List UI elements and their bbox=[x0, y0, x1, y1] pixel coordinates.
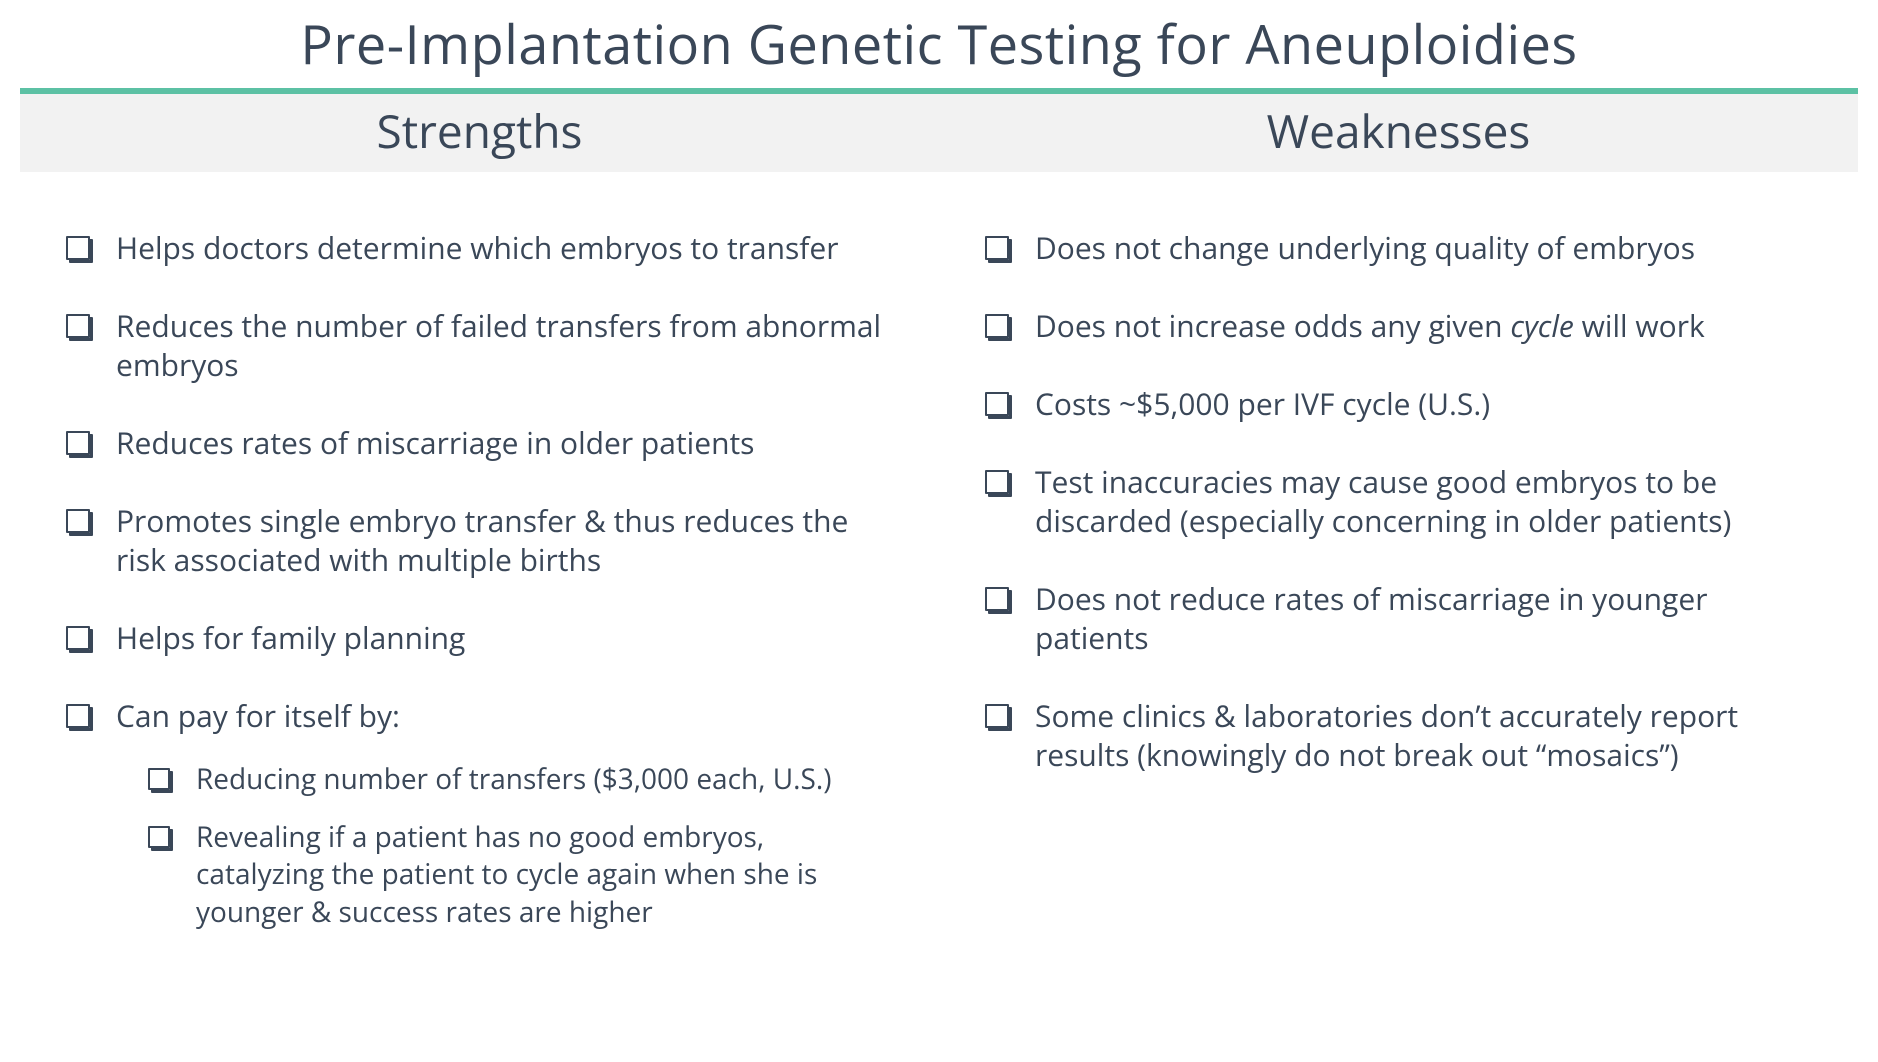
list-item: Helps for family planning bbox=[60, 618, 899, 657]
weaknesses-list: Does not change underlying quality of em… bbox=[979, 228, 1818, 774]
list-item: Can pay for itself by: Reducing number o… bbox=[60, 696, 899, 931]
weaknesses-column: Does not change underlying quality of em… bbox=[939, 228, 1858, 970]
columns-row: Helps doctors determine which embryos to… bbox=[20, 228, 1858, 970]
item-text: Reduces the number of failed transfers f… bbox=[116, 305, 881, 385]
item-text: Test inaccuracies may cause good embryos… bbox=[1035, 461, 1731, 541]
list-item: Reducing number of transfers ($3,000 eac… bbox=[146, 761, 899, 799]
item-text-ital: cycle bbox=[1510, 305, 1574, 346]
weaknesses-header: Weaknesses bbox=[939, 94, 1858, 172]
strengths-column: Helps doctors determine which embryos to… bbox=[20, 228, 939, 970]
item-text: Can pay for itself by: bbox=[116, 695, 400, 736]
list-item: Does not reduce rates of miscarriage in … bbox=[979, 579, 1818, 657]
column-headers: Strengths Weaknesses bbox=[20, 94, 1858, 172]
strengths-header: Strengths bbox=[20, 94, 939, 172]
item-text: Revealing if a patient has no good embry… bbox=[196, 818, 817, 931]
list-item: Helps doctors determine which embryos to… bbox=[60, 228, 899, 267]
list-item: Reduces rates of miscarriage in older pa… bbox=[60, 423, 899, 462]
item-text: Does not change underlying quality of em… bbox=[1035, 227, 1695, 268]
item-text: Costs ~$5,000 per IVF cycle (U.S.) bbox=[1035, 383, 1490, 424]
list-item: Promotes single embryo transfer & thus r… bbox=[60, 501, 899, 579]
item-text: Helps doctors determine which embryos to… bbox=[116, 227, 838, 268]
item-text: Reducing number of transfers ($3,000 eac… bbox=[196, 760, 831, 798]
item-text-pre: Does not increase odds any given bbox=[1035, 305, 1510, 346]
list-item: Some clinics & laboratories don’t accura… bbox=[979, 696, 1818, 774]
strengths-list: Helps doctors determine which embryos to… bbox=[60, 228, 899, 931]
item-text: Helps for family planning bbox=[116, 617, 465, 658]
list-item: Costs ~$5,000 per IVF cycle (U.S.) bbox=[979, 384, 1818, 423]
list-item: Does not change underlying quality of em… bbox=[979, 228, 1818, 267]
item-text: Promotes single embryo transfer & thus r… bbox=[116, 500, 848, 580]
slide: Pre-Implantation Genetic Testing for Ane… bbox=[0, 0, 1878, 1062]
page-title: Pre-Implantation Genetic Testing for Ane… bbox=[20, 0, 1858, 88]
item-text: Does not reduce rates of miscarriage in … bbox=[1035, 578, 1707, 658]
list-item: Revealing if a patient has no good embry… bbox=[146, 819, 899, 932]
item-text: Some clinics & laboratories don’t accura… bbox=[1035, 695, 1738, 775]
sub-list: Reducing number of transfers ($3,000 eac… bbox=[146, 761, 899, 931]
item-text-post: will work bbox=[1574, 305, 1705, 346]
item-text: Reduces rates of miscarriage in older pa… bbox=[116, 422, 754, 463]
list-item: Test inaccuracies may cause good embryos… bbox=[979, 462, 1818, 540]
list-item: Reduces the number of failed transfers f… bbox=[60, 306, 899, 384]
list-item: Does not increase odds any given cycle w… bbox=[979, 306, 1818, 345]
